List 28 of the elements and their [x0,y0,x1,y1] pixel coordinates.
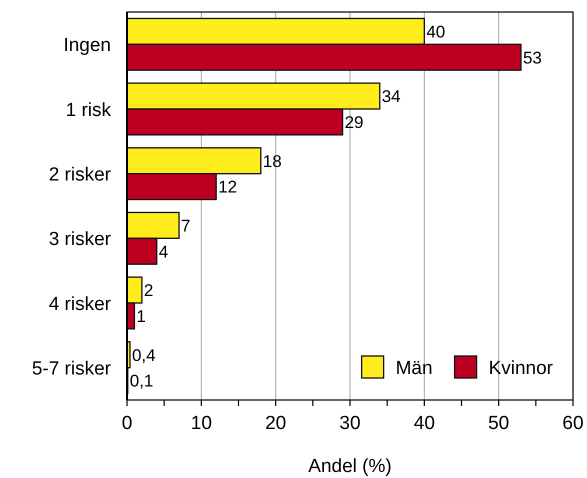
y-tick-label: 3 risker [48,229,112,250]
x-tick-label: 10 [190,412,212,434]
data-label: 40 [426,22,446,42]
data-label: 29 [344,113,364,132]
legend-label: Män [396,358,433,379]
y-tick-label: Ingen [63,35,111,56]
x-tick-label: 60 [562,412,584,434]
data-label: 18 [262,152,282,171]
data-label: 4 [158,242,168,262]
x-tick-label: 0 [122,412,132,434]
legend-label: Kvinnor [488,358,554,379]
x-axis-title: Andel (%) [308,456,392,477]
data-label: 7 [181,216,190,236]
x-tick-label: 30 [339,412,361,434]
data-label: 53 [522,48,542,68]
data-label: 12 [218,178,238,197]
data-label: 2 [144,281,154,300]
x-tick-label: 50 [488,412,510,434]
y-tick-label: 5-7 risker [32,358,112,380]
y-tick-label: 1 risk [66,100,112,121]
x-tick-label: 40 [414,412,435,434]
x-tick-label: 20 [265,412,286,434]
data-label: 1 [136,307,146,326]
y-tick-label: 2 risker [48,164,112,186]
data-label: 34 [382,87,401,106]
y-tick-label: 4 risker [48,294,112,315]
data-label: 0,1 [130,372,154,391]
data-label: 0,4 [132,346,156,365]
